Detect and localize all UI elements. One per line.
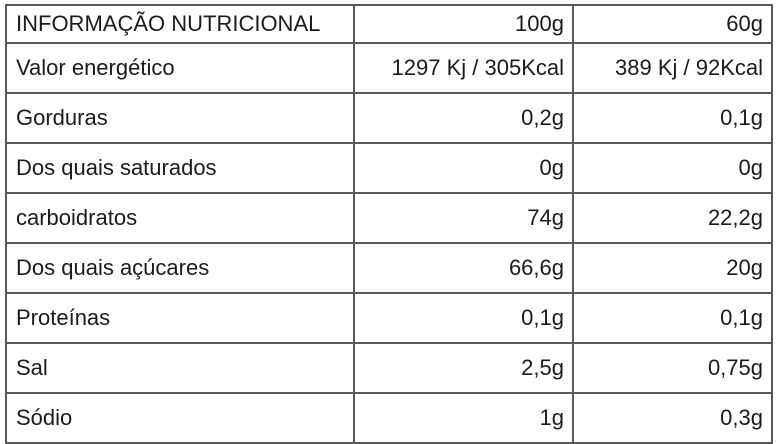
table-row-salt: Sal 2,5g 0,75g <box>5 342 773 394</box>
row-value-100g: 0g <box>353 142 574 194</box>
row-value-60g: 20g <box>572 242 773 294</box>
table-header-row: INFORMAÇÃO NUTRICIONAL 100g 60g <box>5 4 773 44</box>
row-label: Gorduras <box>5 92 355 144</box>
row-value-100g: 1297 Kj / 305Kcal <box>353 42 574 94</box>
table-row-sugars: Dos quais açúcares 66,6g 20g <box>5 242 773 294</box>
row-value-100g: 66,6g <box>353 242 574 294</box>
row-value-60g: 0,75g <box>572 342 773 394</box>
row-label: carboidratos <box>5 192 355 244</box>
row-label: Sal <box>5 342 355 394</box>
row-label: Proteínas <box>5 292 355 344</box>
nutrition-facts-table: INFORMAÇÃO NUTRICIONAL 100g 60g Valor en… <box>5 4 773 444</box>
row-label: Sódio <box>5 392 355 444</box>
row-value-60g: 0,1g <box>572 292 773 344</box>
row-value-100g: 1g <box>353 392 574 444</box>
row-value-60g: 0g <box>572 142 773 194</box>
table-row-saturates: Dos quais saturados 0g 0g <box>5 142 773 194</box>
table-row-carbohydrates: carboidratos 74g 22,2g <box>5 192 773 244</box>
row-value-60g: 389 Kj / 92Kcal <box>572 42 773 94</box>
row-label: Dos quais açúcares <box>5 242 355 294</box>
row-value-60g: 0,1g <box>572 92 773 144</box>
row-value-100g: 0,1g <box>353 292 574 344</box>
table-row-energy: Valor energético 1297 Kj / 305Kcal 389 K… <box>5 42 773 94</box>
row-value-100g: 2,5g <box>353 342 574 394</box>
table-row-proteins: Proteínas 0,1g 0,1g <box>5 292 773 344</box>
row-value-60g: 22,2g <box>572 192 773 244</box>
row-value-100g: 0,2g <box>353 92 574 144</box>
row-label: Valor energético <box>5 42 355 94</box>
row-value-100g: 74g <box>353 192 574 244</box>
table-row-fats: Gorduras 0,2g 0,1g <box>5 92 773 144</box>
table-title: INFORMAÇÃO NUTRICIONAL <box>5 4 355 44</box>
column-header-100g: 100g <box>353 4 574 44</box>
column-header-60g: 60g <box>572 4 773 44</box>
row-label: Dos quais saturados <box>5 142 355 194</box>
table-row-sodium: Sódio 1g 0,3g <box>5 392 773 444</box>
